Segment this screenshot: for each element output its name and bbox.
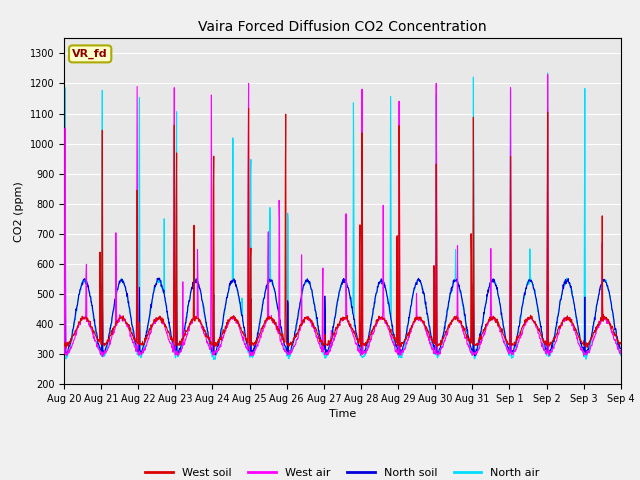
Legend: West soil, West air, North soil, North air: West soil, West air, North soil, North a…	[141, 463, 544, 480]
Text: VR_fd: VR_fd	[72, 49, 108, 59]
Title: Vaira Forced Diffusion CO2 Concentration: Vaira Forced Diffusion CO2 Concentration	[198, 21, 486, 35]
Y-axis label: CO2 (ppm): CO2 (ppm)	[14, 181, 24, 241]
X-axis label: Time: Time	[329, 409, 356, 419]
